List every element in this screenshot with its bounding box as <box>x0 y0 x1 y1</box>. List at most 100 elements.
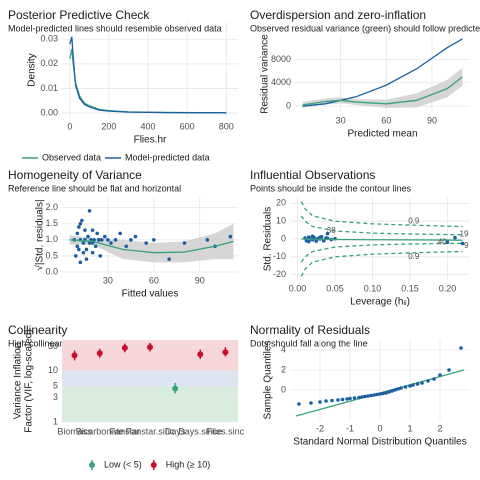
vif-point <box>222 349 229 356</box>
point <box>393 388 397 392</box>
x-tick-label: Days.since <box>178 426 222 436</box>
panel-subtitle: Dots should fall along the line <box>250 338 368 348</box>
y-axis-label: Sample Quantiles <box>263 341 274 420</box>
annotation: 0.9 <box>408 252 420 261</box>
plot-area <box>69 36 227 114</box>
y-tick-label: 0 <box>286 101 291 111</box>
point <box>182 241 187 245</box>
point <box>340 397 345 402</box>
x-tick-label: 800 <box>219 121 234 131</box>
annotation: 0.9 <box>408 216 420 225</box>
point <box>129 238 133 242</box>
x-tick-label: 0 <box>67 121 72 131</box>
x-tick-label: 60 <box>149 275 159 285</box>
point <box>77 247 81 252</box>
point <box>78 260 83 265</box>
line <box>300 201 463 228</box>
line <box>69 239 234 254</box>
point <box>84 257 89 261</box>
y-tick-label: 10 <box>276 216 286 226</box>
x-tick-label: 0.05 <box>326 283 344 293</box>
point <box>357 395 361 400</box>
point <box>318 400 322 404</box>
vif-point <box>172 385 179 392</box>
x-tick-label: 30 <box>336 115 346 125</box>
point <box>403 385 408 389</box>
x-tick-label: -1 <box>346 423 354 433</box>
point <box>144 241 148 245</box>
x-tick-label: 90 <box>195 275 205 285</box>
point <box>152 238 156 242</box>
x-tick-label: Bicarbonate <box>76 426 124 436</box>
plot-area <box>71 342 229 394</box>
x-tick-label: 2 <box>437 423 442 433</box>
point <box>205 238 210 242</box>
x-tick-label: 600 <box>180 121 195 131</box>
y-tick-label: 8000 <box>271 54 291 64</box>
y-tick-label: 2.0 <box>45 202 58 212</box>
line <box>302 38 463 107</box>
point <box>387 390 391 394</box>
point <box>330 398 334 403</box>
point <box>384 391 388 395</box>
point <box>92 238 96 242</box>
y-tick-label: 0.0 <box>45 266 58 276</box>
point <box>447 368 451 372</box>
point <box>93 244 98 249</box>
point <box>375 392 379 397</box>
panel-subtitle: Observed residual variance (green) shoul… <box>250 23 480 33</box>
y-tick-label: 1.0 <box>45 234 58 244</box>
legend-label: Low (< 5) <box>104 459 142 469</box>
vif-point <box>96 350 103 357</box>
point <box>99 238 104 242</box>
point <box>426 379 430 383</box>
vif-point <box>71 352 78 359</box>
panel-subtitle: Model-predicted lines should resemble ob… <box>8 23 222 33</box>
point <box>432 377 436 381</box>
legend-key <box>150 462 157 468</box>
annotation: 38 <box>327 226 336 235</box>
legend-label: High (≥ 10) <box>166 459 210 469</box>
x-tick-label: 60 <box>381 115 391 125</box>
point <box>83 228 87 232</box>
point <box>324 399 328 403</box>
vif-point <box>147 344 153 351</box>
point <box>459 346 463 350</box>
y-tick-label: 1.5 <box>45 218 58 228</box>
y-axis-label: Variance Inflation <box>13 343 24 420</box>
threshold-band <box>62 386 238 422</box>
x-axis-label: Predicted mean <box>347 129 417 140</box>
line <box>300 250 463 277</box>
plot-area <box>302 38 463 108</box>
y-tick-label: 0.5 <box>45 250 58 260</box>
line <box>69 36 227 114</box>
point <box>124 244 129 249</box>
point <box>103 234 107 239</box>
point <box>460 241 465 246</box>
line <box>301 238 463 241</box>
plot-area <box>295 346 465 417</box>
panel-title: Collinearity <box>8 323 67 337</box>
y-tick-label: 5 <box>53 381 58 391</box>
confidence-band <box>69 223 234 263</box>
line <box>302 76 463 106</box>
point <box>310 234 315 239</box>
point <box>78 221 83 226</box>
y-tick-label: -10 <box>273 251 286 261</box>
y-tick-label: 1 <box>53 416 58 426</box>
point <box>369 393 373 398</box>
point <box>381 391 385 396</box>
panel-subtitle: Reference line should be flat and horizo… <box>8 183 181 193</box>
y-axis-label: Density <box>27 53 38 86</box>
panel-title: Posterior Predictive Check <box>8 8 150 22</box>
y-axis-label: √|Std. residuals| <box>34 199 46 270</box>
y-tick-label: 0 <box>281 233 286 243</box>
point <box>167 257 171 261</box>
line <box>300 215 463 236</box>
y-tick-label: 0.01 <box>40 83 58 93</box>
point <box>87 241 92 245</box>
vif-point <box>197 351 204 358</box>
point <box>96 238 101 242</box>
